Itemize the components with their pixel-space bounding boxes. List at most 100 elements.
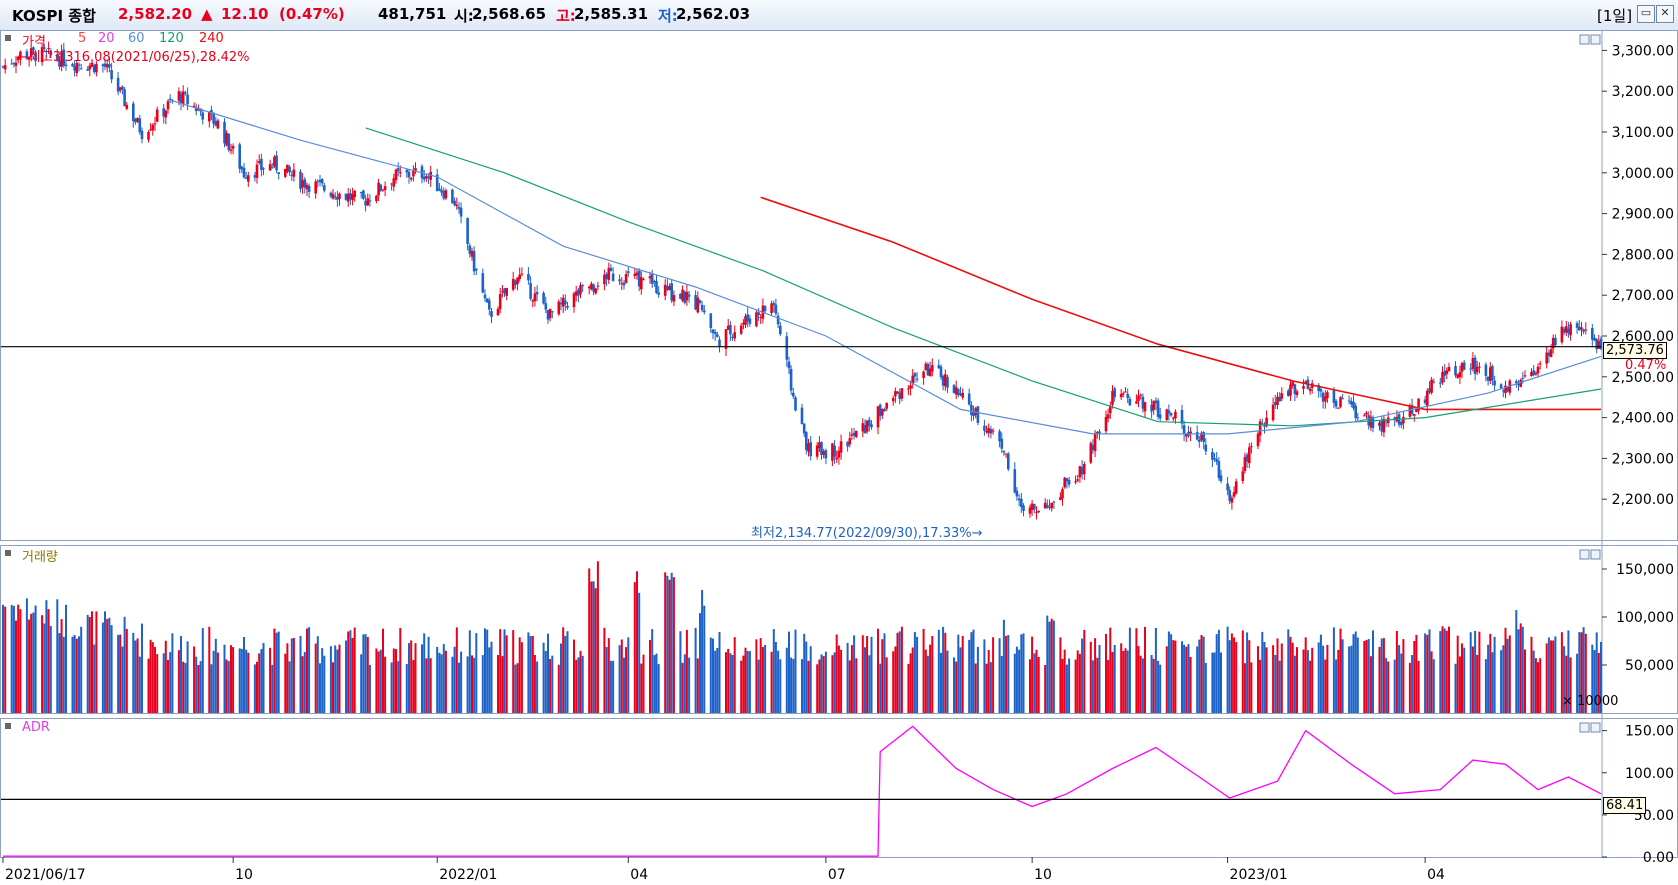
volume-bar bbox=[303, 651, 306, 713]
candle-body bbox=[939, 366, 943, 378]
volume-bar bbox=[1089, 641, 1092, 713]
price-y-tick-label: 3,300.00 bbox=[1612, 43, 1674, 59]
volume-bar bbox=[544, 651, 547, 713]
volume-bar bbox=[1276, 638, 1279, 713]
candle-body bbox=[316, 181, 320, 183]
volume-bar bbox=[334, 645, 337, 713]
volume-bar bbox=[1000, 656, 1003, 713]
adr-panel-title[interactable]: ADR bbox=[22, 720, 50, 735]
volume-bar bbox=[822, 656, 825, 713]
legend-ma240[interactable]: 240 bbox=[199, 31, 224, 46]
candle-body bbox=[3, 65, 7, 70]
candle-body bbox=[739, 325, 743, 334]
candle-body bbox=[1536, 366, 1540, 374]
volume-bar bbox=[916, 636, 919, 713]
volume-bar bbox=[110, 625, 113, 713]
legend-ma5[interactable]: 5 bbox=[78, 31, 87, 46]
volume-bar bbox=[171, 633, 174, 713]
candle-body bbox=[503, 288, 506, 294]
volume-bar bbox=[319, 663, 321, 713]
candle-body bbox=[868, 419, 871, 426]
period-selector[interactable]: [1일] bbox=[1597, 7, 1633, 25]
volume-bar bbox=[881, 639, 884, 713]
candle-body bbox=[1380, 420, 1383, 432]
volume-bar bbox=[1074, 659, 1077, 713]
price-panel-menu-icon bbox=[5, 35, 11, 41]
candle-body bbox=[212, 112, 215, 124]
volume-bar bbox=[15, 620, 17, 713]
candle-body bbox=[260, 158, 263, 170]
open-price: 2,568.65 bbox=[472, 5, 547, 23]
volume-bar bbox=[1096, 657, 1099, 713]
volume-bar bbox=[458, 662, 460, 713]
volume-bar bbox=[88, 617, 91, 713]
candle-body bbox=[455, 204, 459, 207]
legend-ma60[interactable]: 60 bbox=[128, 31, 145, 46]
candle-body bbox=[1489, 367, 1492, 381]
candle-body bbox=[1332, 389, 1336, 403]
candle-body bbox=[346, 193, 350, 202]
candle-body bbox=[1565, 326, 1568, 333]
legend-ma120[interactable]: 120 bbox=[159, 31, 184, 46]
volume-bar bbox=[1013, 653, 1016, 713]
candle-body bbox=[1080, 467, 1084, 475]
candle-body bbox=[1020, 498, 1023, 507]
candle-body bbox=[757, 312, 760, 316]
volume-bar bbox=[399, 627, 402, 713]
volume-bar bbox=[1441, 626, 1444, 713]
volume-bar bbox=[1350, 645, 1353, 713]
candle-body bbox=[624, 274, 628, 283]
symbol-name[interactable]: KOSPI 종합 bbox=[12, 7, 96, 25]
volume-bar bbox=[592, 581, 595, 713]
volume-bar bbox=[974, 663, 977, 713]
volume-bar bbox=[649, 639, 651, 713]
candle-body bbox=[824, 450, 828, 459]
volume-bar bbox=[777, 650, 780, 713]
candle-body bbox=[407, 171, 411, 178]
candle-body bbox=[364, 200, 367, 206]
volume-bar bbox=[1552, 640, 1555, 713]
volume-bar bbox=[288, 661, 291, 713]
candle-body bbox=[1523, 375, 1527, 377]
volume-bar bbox=[1597, 652, 1600, 713]
adr-panel-frame bbox=[0, 718, 1678, 858]
candle-body bbox=[855, 430, 858, 437]
volume-bar bbox=[1380, 638, 1383, 713]
volume-bar bbox=[907, 663, 910, 713]
volume-y-tick-label: 150,000 bbox=[1616, 562, 1674, 578]
volume-bar bbox=[961, 635, 964, 713]
volume-bar bbox=[25, 598, 28, 713]
volume-bar bbox=[1576, 653, 1579, 713]
candle-body bbox=[307, 185, 311, 192]
candle-body bbox=[1000, 438, 1004, 449]
candle-body bbox=[25, 51, 29, 59]
volume-bar bbox=[573, 639, 575, 713]
volume-bar bbox=[332, 662, 334, 713]
volume-bar bbox=[193, 646, 196, 713]
candle-body bbox=[71, 64, 74, 67]
legend-price[interactable]: 가격 bbox=[22, 35, 46, 50]
candle-body bbox=[490, 311, 493, 317]
x-axis-tick-label: 04 bbox=[630, 867, 648, 883]
volume-bar bbox=[1461, 643, 1463, 713]
volume-bar bbox=[1348, 646, 1351, 713]
volume-bar bbox=[481, 655, 484, 713]
candle-body bbox=[95, 63, 98, 73]
restore-icon[interactable]: ▭ bbox=[1637, 5, 1655, 23]
volume-panel-title[interactable]: 거래량 bbox=[22, 550, 58, 565]
volume-bar bbox=[1537, 662, 1539, 713]
candle-body bbox=[900, 388, 904, 399]
close-icon[interactable]: ✕ bbox=[1656, 5, 1674, 23]
candle-body bbox=[1185, 433, 1188, 437]
candle-body bbox=[1356, 417, 1360, 419]
candle-body bbox=[1189, 431, 1192, 435]
volume-bar bbox=[65, 604, 67, 713]
volume-bar bbox=[271, 664, 274, 713]
volume-bar bbox=[864, 647, 866, 713]
volume-bar bbox=[581, 655, 584, 713]
legend-ma20[interactable]: 20 bbox=[98, 31, 115, 46]
volume-bar bbox=[681, 662, 684, 713]
candle-body bbox=[1106, 414, 1110, 419]
volume-bar bbox=[10, 604, 13, 713]
